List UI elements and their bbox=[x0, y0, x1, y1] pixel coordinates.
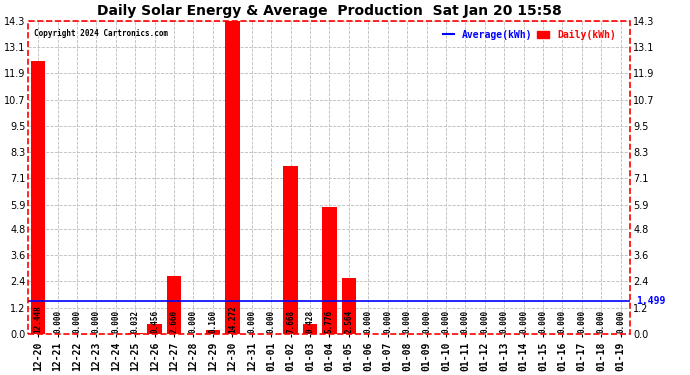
Text: 0.000: 0.000 bbox=[364, 310, 373, 333]
Text: 0.000: 0.000 bbox=[578, 310, 586, 333]
Text: 0.000: 0.000 bbox=[111, 310, 120, 333]
Bar bbox=[28, 21, 631, 334]
Text: 0.000: 0.000 bbox=[247, 310, 256, 333]
Text: 0.000: 0.000 bbox=[92, 310, 101, 333]
Bar bbox=[148, 324, 162, 334]
Text: 1.499: 1.499 bbox=[636, 296, 666, 306]
Text: Copyright 2024 Cartronics.com: Copyright 2024 Cartronics.com bbox=[34, 28, 168, 38]
Legend: Average(kWh), Daily(kWh): Average(kWh), Daily(kWh) bbox=[439, 26, 620, 44]
Text: 12.448: 12.448 bbox=[34, 306, 43, 333]
Text: 0.000: 0.000 bbox=[597, 310, 606, 333]
Bar bbox=[342, 278, 356, 334]
Text: 0.000: 0.000 bbox=[461, 310, 470, 333]
Text: 0.000: 0.000 bbox=[383, 310, 392, 333]
Bar bbox=[225, 21, 239, 334]
Text: 7.668: 7.668 bbox=[286, 310, 295, 333]
Text: 0.000: 0.000 bbox=[402, 310, 412, 333]
Bar bbox=[303, 324, 317, 334]
Text: 0.160: 0.160 bbox=[208, 310, 217, 333]
Text: 2.660: 2.660 bbox=[170, 310, 179, 333]
Text: 0.000: 0.000 bbox=[266, 310, 276, 333]
Text: 0.000: 0.000 bbox=[442, 310, 451, 333]
Text: 0.000: 0.000 bbox=[538, 310, 548, 333]
Text: 0.000: 0.000 bbox=[480, 310, 489, 333]
Text: 0.000: 0.000 bbox=[189, 310, 198, 333]
Text: 0.000: 0.000 bbox=[53, 310, 62, 333]
Text: 2.564: 2.564 bbox=[344, 310, 353, 333]
Text: 14.272: 14.272 bbox=[228, 306, 237, 333]
Text: 0.000: 0.000 bbox=[616, 310, 625, 333]
Text: 0.000: 0.000 bbox=[500, 310, 509, 333]
Text: 0.000: 0.000 bbox=[519, 310, 528, 333]
Text: 0.000: 0.000 bbox=[558, 310, 567, 333]
Bar bbox=[206, 330, 220, 334]
Text: 5.776: 5.776 bbox=[325, 310, 334, 333]
Bar bbox=[31, 61, 46, 334]
Bar bbox=[128, 333, 143, 334]
Text: 0.428: 0.428 bbox=[306, 310, 315, 333]
Text: 0.456: 0.456 bbox=[150, 310, 159, 333]
Title: Daily Solar Energy & Average  Production  Sat Jan 20 15:58: Daily Solar Energy & Average Production … bbox=[97, 4, 562, 18]
Bar bbox=[167, 276, 181, 334]
Text: 0.000: 0.000 bbox=[422, 310, 431, 333]
Bar bbox=[322, 207, 337, 334]
Bar bbox=[284, 166, 298, 334]
Text: 0.032: 0.032 bbox=[130, 310, 140, 333]
Text: 0.000: 0.000 bbox=[72, 310, 81, 333]
